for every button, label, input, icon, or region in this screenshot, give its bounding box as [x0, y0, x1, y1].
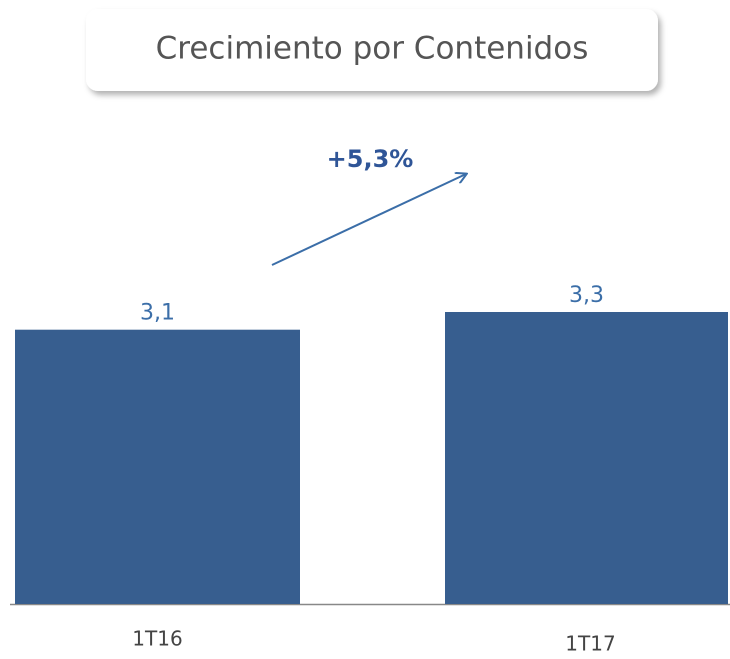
growth-arrow — [271, 174, 466, 266]
chart-title: Crecimiento por Contenidos — [156, 31, 589, 67]
annotation: +5,3% — [327, 145, 414, 173]
x-tick-label: 1T16 — [132, 627, 182, 651]
bar — [445, 312, 728, 604]
value-label: 3,1 — [140, 301, 175, 326]
value-label: 3,3 — [569, 283, 604, 308]
bar — [15, 329, 300, 604]
title-box — [86, 9, 658, 91]
x-tick-label: 1T17 — [565, 632, 615, 656]
